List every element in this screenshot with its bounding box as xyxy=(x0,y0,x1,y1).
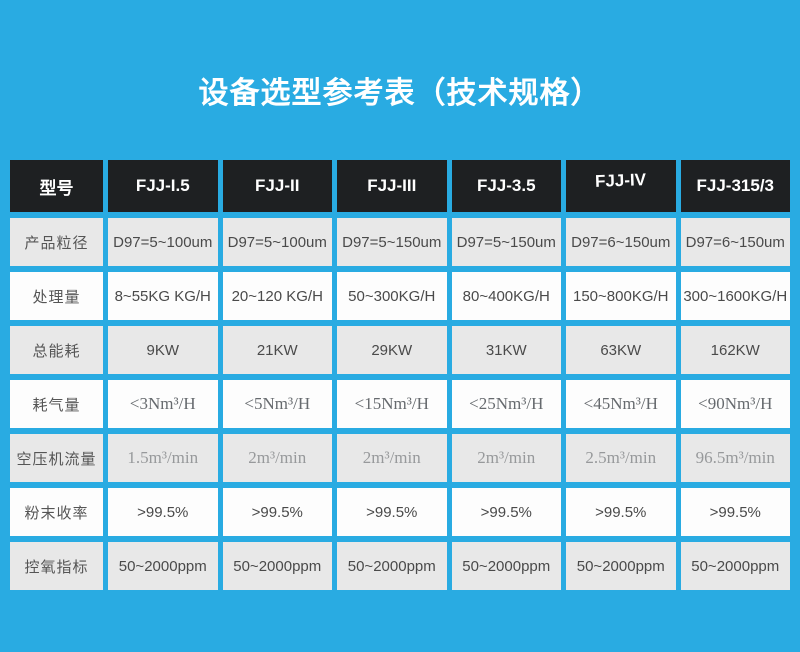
column-header-fjj-iii: FJJ-III xyxy=(337,160,447,212)
value-cell: >99.5% xyxy=(222,488,332,536)
row-label: 耗气量 xyxy=(10,380,103,428)
table-row-oxygen-control: 控氧指标 50~2000ppm 50~2000ppm 50~2000ppm 50… xyxy=(10,542,790,590)
value-cell: <15Nm³/H xyxy=(337,380,447,428)
value-cell: D97=6~150um xyxy=(680,218,790,266)
value-cell: >99.5% xyxy=(337,488,447,536)
table-row-compressor-flow: 空压机流量 1.5m³/min 2m³/min 2m³/min 2m³/min … xyxy=(10,434,790,482)
row-label: 产品粒径 xyxy=(10,218,103,266)
value-cell: 50~2000ppm xyxy=(337,542,447,590)
value-cell: <5Nm³/H xyxy=(222,380,332,428)
header-row: 型号 FJJ-I.5 FJJ-II FJJ-III FJJ-3.5 FJJ-IV… xyxy=(10,160,790,212)
value-cell: >99.5% xyxy=(108,488,218,536)
value-cell: 2m³/min xyxy=(451,434,561,482)
value-cell: >99.5% xyxy=(451,488,561,536)
row-label: 处理量 xyxy=(10,272,103,320)
value-cell: D97=5~100um xyxy=(222,218,332,266)
column-header-fjj-i5: FJJ-I.5 xyxy=(108,160,218,212)
value-cell: 29KW xyxy=(337,326,447,374)
value-cell: 150~800KG/H xyxy=(566,272,676,320)
column-header-fjj-ii: FJJ-II xyxy=(222,160,332,212)
value-cell: 50~2000ppm xyxy=(222,542,332,590)
value-cell: 50~300KG/H xyxy=(337,272,447,320)
value-cell: 2.5m³/min xyxy=(566,434,676,482)
value-cell: 80~400KG/H xyxy=(451,272,561,320)
value-cell: 300~1600KG/H xyxy=(680,272,790,320)
table-row-powder-yield: 粉末收率 >99.5% >99.5% >99.5% >99.5% >99.5% … xyxy=(10,488,790,536)
value-cell: <3Nm³/H xyxy=(108,380,218,428)
row-label: 空压机流量 xyxy=(10,434,103,482)
table-row-particle-size: 产品粒径 D97=5~100um D97=5~100um D97=5~150um… xyxy=(10,218,790,266)
value-cell: <45Nm³/H xyxy=(566,380,676,428)
row-label: 粉末收率 xyxy=(10,488,103,536)
model-header-cell: 型号 xyxy=(10,160,103,212)
value-cell: >99.5% xyxy=(680,488,790,536)
value-cell: 2m³/min xyxy=(337,434,447,482)
value-cell: 50~2000ppm xyxy=(108,542,218,590)
value-cell: D97=6~150um xyxy=(566,218,676,266)
spec-table: 型号 FJJ-I.5 FJJ-II FJJ-III FJJ-3.5 FJJ-IV… xyxy=(5,154,795,596)
value-cell: 31KW xyxy=(451,326,561,374)
value-cell: <90Nm³/H xyxy=(680,380,790,428)
table-row-capacity: 处理量 8~55KG KG/H 20~120 KG/H 50~300KG/H 8… xyxy=(10,272,790,320)
value-cell: 50~2000ppm xyxy=(451,542,561,590)
table-row-energy: 总能耗 9KW 21KW 29KW 31KW 63KW 162KW xyxy=(10,326,790,374)
value-cell: 8~55KG KG/H xyxy=(108,272,218,320)
value-cell: D97=5~150um xyxy=(337,218,447,266)
value-cell: 96.5m³/min xyxy=(680,434,790,482)
value-cell: 162KW xyxy=(680,326,790,374)
value-cell: >99.5% xyxy=(566,488,676,536)
page-title: 设备选型参考表（技术规格） xyxy=(198,77,602,110)
row-label: 控氧指标 xyxy=(10,542,103,590)
column-header-fjj-35: FJJ-3.5 xyxy=(451,160,561,212)
column-header-fjj-iv: FJJ-IV xyxy=(566,160,676,212)
table-row-gas-consumption: 耗气量 <3Nm³/H <5Nm³/H <15Nm³/H <25Nm³/H <4… xyxy=(10,380,790,428)
column-header-fjj-3153: FJJ-315/3 xyxy=(680,160,790,212)
value-cell: 63KW xyxy=(566,326,676,374)
value-cell: D97=5~100um xyxy=(108,218,218,266)
value-cell: 20~120 KG/H xyxy=(222,272,332,320)
value-cell: 50~2000ppm xyxy=(680,542,790,590)
row-label: 总能耗 xyxy=(10,326,103,374)
value-cell: 21KW xyxy=(222,326,332,374)
value-cell: 1.5m³/min xyxy=(108,434,218,482)
value-cell: 2m³/min xyxy=(222,434,332,482)
value-cell: D97=5~150um xyxy=(451,218,561,266)
value-cell: 50~2000ppm xyxy=(566,542,676,590)
value-cell: 9KW xyxy=(108,326,218,374)
column-header-fjj-iv-label: FJJ-IV xyxy=(594,170,647,191)
value-cell: <25Nm³/H xyxy=(451,380,561,428)
